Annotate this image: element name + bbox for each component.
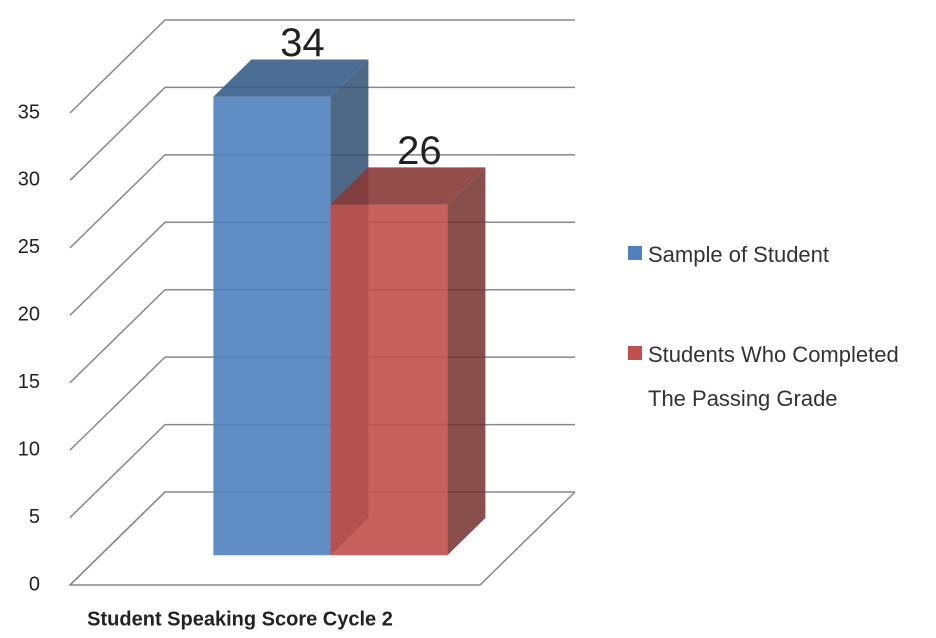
- bar-side: [447, 167, 486, 556]
- legend-label: Sample of Student: [648, 242, 830, 267]
- grid-line: [69, 19, 575, 114]
- y-tick-label: 35: [18, 101, 40, 123]
- data-label: 34: [280, 21, 325, 65]
- grid-line: [69, 86, 575, 181]
- y-tick-label: 10: [18, 438, 40, 460]
- data-label: 26: [397, 129, 442, 173]
- x-tick-label: Student Speaking Score Cycle 2: [87, 608, 393, 630]
- legend-label: Students Who Completed The Passing Grade: [648, 342, 899, 411]
- y-tick-label: 0: [29, 573, 40, 595]
- bar-top: [330, 167, 486, 205]
- bar-front: [330, 204, 448, 556]
- bar-top: [213, 59, 369, 97]
- y-tick-label: 5: [29, 506, 40, 528]
- y-tick-label: 30: [18, 169, 40, 191]
- legend-swatch: [628, 346, 642, 360]
- y-tick-label: 20: [18, 304, 40, 326]
- y-tick-label: 15: [18, 371, 40, 393]
- grid-line: [69, 154, 575, 249]
- legend-swatch: [628, 246, 642, 260]
- y-tick-label: 25: [18, 236, 40, 258]
- bar-front: [213, 96, 331, 556]
